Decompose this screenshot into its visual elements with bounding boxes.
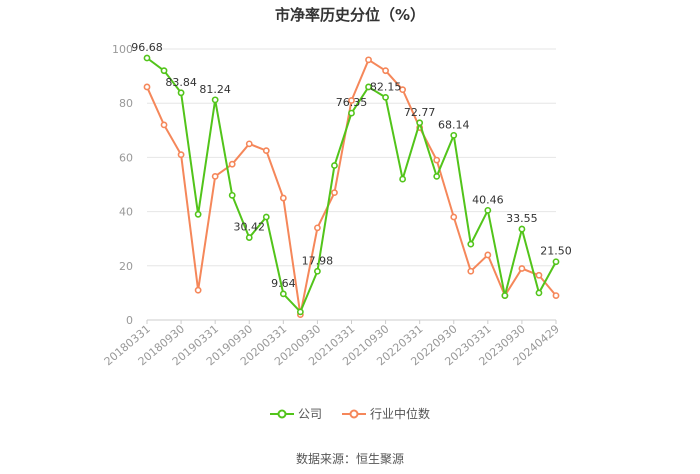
data-point-industry[interactable] [399, 86, 407, 94]
data-point-company[interactable] [262, 213, 270, 221]
legend-item-industry[interactable]: 行业中位数 [342, 405, 430, 422]
data-point-company[interactable] [484, 206, 492, 214]
data-point-industry[interactable] [348, 97, 355, 104]
data-label: 9.64 [271, 277, 296, 290]
data-point-company[interactable] [160, 67, 168, 75]
data-point-company[interactable] [194, 210, 202, 218]
data-point-company[interactable] [211, 96, 219, 104]
legend-item-company[interactable]: 公司 [269, 405, 322, 422]
data-point-industry[interactable] [450, 213, 458, 221]
data-point-industry[interactable] [365, 56, 372, 64]
data-point-company[interactable] [433, 172, 441, 180]
data-point-industry[interactable] [433, 156, 441, 164]
data-point-industry[interactable] [331, 189, 338, 197]
data-point-company[interactable] [177, 89, 185, 97]
y-tick-label: 40 [119, 206, 133, 219]
data-label: 21.50 [540, 245, 572, 258]
data-point-industry[interactable] [535, 271, 543, 279]
data-point-company[interactable] [228, 191, 236, 199]
data-label: 30.42 [234, 221, 266, 234]
data-point-company[interactable] [245, 234, 253, 241]
data-point-industry[interactable] [382, 67, 389, 75]
legend-label-industry: 行业中位数 [370, 407, 431, 421]
data-point-industry[interactable] [160, 121, 168, 129]
data-point-company[interactable] [296, 308, 304, 316]
y-tick-label: 60 [119, 151, 133, 164]
legend-label-company: 公司 [297, 407, 322, 421]
data-point-company[interactable] [552, 258, 560, 266]
data-point-industry[interactable] [228, 160, 236, 168]
data-point-industry[interactable] [245, 140, 253, 148]
series [143, 54, 560, 318]
data-label: 96.68 [131, 41, 163, 54]
data-point-industry[interactable] [177, 151, 185, 159]
data-label: 76.35 [336, 96, 368, 109]
data-point-industry[interactable] [211, 172, 219, 180]
data-point-company[interactable] [348, 109, 355, 117]
legend-swatch-company [269, 409, 294, 418]
data-point-company[interactable] [450, 131, 458, 139]
y-tick-label: 100 [112, 43, 133, 56]
data-point-company[interactable] [382, 93, 389, 101]
data-label: 72.77 [404, 106, 436, 119]
data-source: 数据来源：恒生聚源 [295, 452, 404, 466]
data-point-company[interactable] [365, 83, 372, 91]
data-label: 82.15 [370, 80, 402, 93]
chart-title: 市净率历史分位（%） [274, 6, 426, 24]
data-label: 33.55 [506, 212, 538, 225]
data-point-industry[interactable] [262, 147, 270, 155]
legend-swatch-industry [342, 409, 366, 418]
data-point-company[interactable] [535, 289, 543, 297]
data-point-industry[interactable] [467, 267, 475, 275]
data-label: 40.46 [472, 193, 504, 206]
data-point-industry[interactable] [314, 224, 321, 232]
data-label: 68.14 [438, 118, 470, 131]
data-label: 81.24 [199, 83, 231, 96]
data-point-company[interactable] [467, 240, 475, 248]
data-label: 17.98 [302, 254, 334, 267]
data-point-company[interactable] [399, 175, 407, 183]
data-point-company[interactable] [143, 54, 151, 62]
data-point-company[interactable] [416, 119, 424, 127]
y-tick-label: 20 [119, 260, 133, 273]
data-point-company[interactable] [518, 225, 526, 233]
legend: 公司 行业中位数 [0, 405, 700, 422]
data-point-industry[interactable] [484, 251, 492, 259]
data-point-industry[interactable] [518, 265, 526, 272]
data-label: 83.84 [165, 76, 197, 89]
data-point-company[interactable] [314, 267, 321, 275]
data-point-industry[interactable] [194, 286, 202, 294]
data-point-industry[interactable] [552, 292, 560, 300]
y-tick-label: 80 [119, 97, 133, 110]
data-point-industry[interactable] [279, 194, 287, 202]
data-point-industry[interactable] [143, 83, 151, 91]
data-point-company[interactable] [279, 290, 287, 298]
data-point-company[interactable] [501, 292, 509, 300]
y-tick-label: 0 [126, 314, 133, 327]
data-point-company[interactable] [331, 162, 338, 169]
